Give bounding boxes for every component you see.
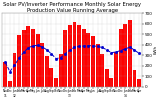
Bar	[91, 36, 95, 86]
Bar	[82, 29, 86, 86]
Bar	[26, 26, 30, 86]
Bar	[132, 70, 136, 86]
Bar	[40, 43, 44, 86]
Title: Solar PV/Inverter Performance Monthly Solar Energy Production Value Running Aver: Solar PV/Inverter Performance Monthly So…	[3, 2, 141, 13]
Bar	[114, 52, 118, 86]
Bar	[63, 30, 67, 86]
Bar	[8, 81, 12, 86]
Bar	[3, 62, 7, 86]
Bar	[54, 78, 58, 86]
Bar	[12, 53, 16, 86]
Bar	[77, 25, 81, 86]
Bar	[31, 29, 35, 86]
Bar	[45, 56, 49, 86]
Bar	[59, 54, 63, 86]
Bar	[100, 54, 104, 86]
Bar	[17, 35, 21, 86]
Bar	[72, 22, 76, 86]
Bar	[109, 78, 113, 86]
Bar	[137, 79, 141, 86]
Bar	[119, 29, 123, 86]
Y-axis label: kWh: kWh	[154, 45, 158, 54]
Bar	[36, 34, 40, 86]
Bar	[22, 30, 26, 86]
Bar	[96, 44, 100, 86]
Bar	[68, 25, 72, 86]
Bar	[49, 68, 53, 86]
Bar	[128, 20, 132, 86]
Bar	[123, 24, 127, 86]
Bar	[86, 33, 90, 86]
Bar	[105, 69, 109, 86]
